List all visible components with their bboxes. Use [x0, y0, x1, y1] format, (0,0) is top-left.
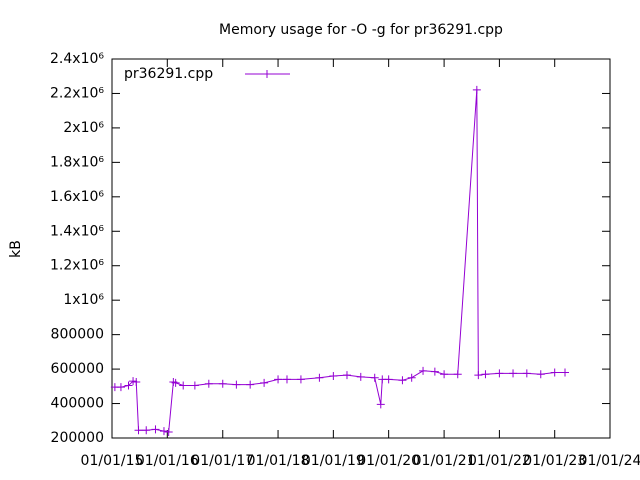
point [522, 369, 531, 378]
x-tick-label: 01/01/23 [523, 453, 586, 469]
point [134, 426, 143, 435]
y-tick-label: 600000 [51, 361, 104, 377]
point [342, 371, 351, 380]
point [116, 383, 125, 392]
point [159, 427, 168, 436]
point [384, 375, 393, 384]
y-tick-label: 1.8x10⁶ [50, 154, 104, 170]
point [472, 85, 481, 94]
point [481, 370, 490, 379]
y-tick-label: 800000 [51, 327, 104, 343]
y-tick-label: 200000 [51, 430, 104, 446]
point [218, 379, 227, 388]
x-tick-label: 01/01/19 [302, 453, 365, 469]
y-tick-label: 2.2x10⁶ [50, 85, 104, 101]
point [296, 375, 305, 384]
point [282, 375, 291, 384]
point [132, 378, 141, 387]
legend-marker [263, 70, 271, 78]
point [164, 427, 173, 436]
legend-label: pr36291.cpp [124, 66, 213, 82]
point [509, 369, 518, 378]
x-tick-label: 01/01/17 [191, 453, 254, 469]
point [453, 370, 462, 379]
point [142, 426, 151, 435]
x-tick-label: 01/01/18 [247, 453, 310, 469]
point [398, 376, 407, 385]
point [474, 371, 483, 380]
point [315, 373, 324, 382]
point [407, 373, 416, 382]
point [260, 378, 269, 387]
y-tick-label: 1.6x10⁶ [50, 189, 104, 205]
y-tick-label: 1.4x10⁶ [50, 223, 104, 239]
chart-title: Memory usage for -O -g for pr36291.cpp [219, 22, 503, 38]
point [430, 367, 439, 376]
point [246, 380, 255, 389]
point [129, 377, 138, 386]
point [190, 381, 199, 390]
point [356, 372, 365, 381]
x-tick-label: 01/01/15 [81, 453, 144, 469]
y-tick-label: 1.2x10⁶ [50, 258, 104, 274]
point [370, 373, 379, 382]
point [232, 380, 241, 389]
x-tick-label: 01/01/16 [136, 453, 199, 469]
series-line [114, 89, 566, 433]
point [495, 369, 504, 378]
y-tick-label: 400000 [51, 396, 104, 412]
x-tick-label: 01/01/21 [413, 453, 476, 469]
point [274, 375, 283, 384]
point [536, 370, 545, 379]
point [204, 379, 213, 388]
point [179, 381, 188, 390]
point [151, 425, 160, 434]
point [124, 381, 133, 390]
point [561, 368, 570, 377]
point [376, 400, 385, 409]
point [419, 366, 428, 375]
x-tick-label: 01/01/22 [468, 453, 531, 469]
point [550, 368, 559, 377]
point [171, 378, 180, 387]
plot-border [111, 58, 611, 439]
y-axis-label: kB [8, 240, 24, 258]
y-tick-label: 2.4x10⁶ [50, 51, 104, 67]
point [169, 378, 178, 387]
y-tick-label: 1x10⁶ [63, 292, 104, 308]
point [329, 371, 338, 380]
x-tick-label: 01/01/20 [357, 453, 420, 469]
point [440, 370, 449, 379]
x-tick-label: 01/01/24 [579, 453, 640, 469]
y-tick-label: 2x10⁶ [63, 120, 104, 136]
